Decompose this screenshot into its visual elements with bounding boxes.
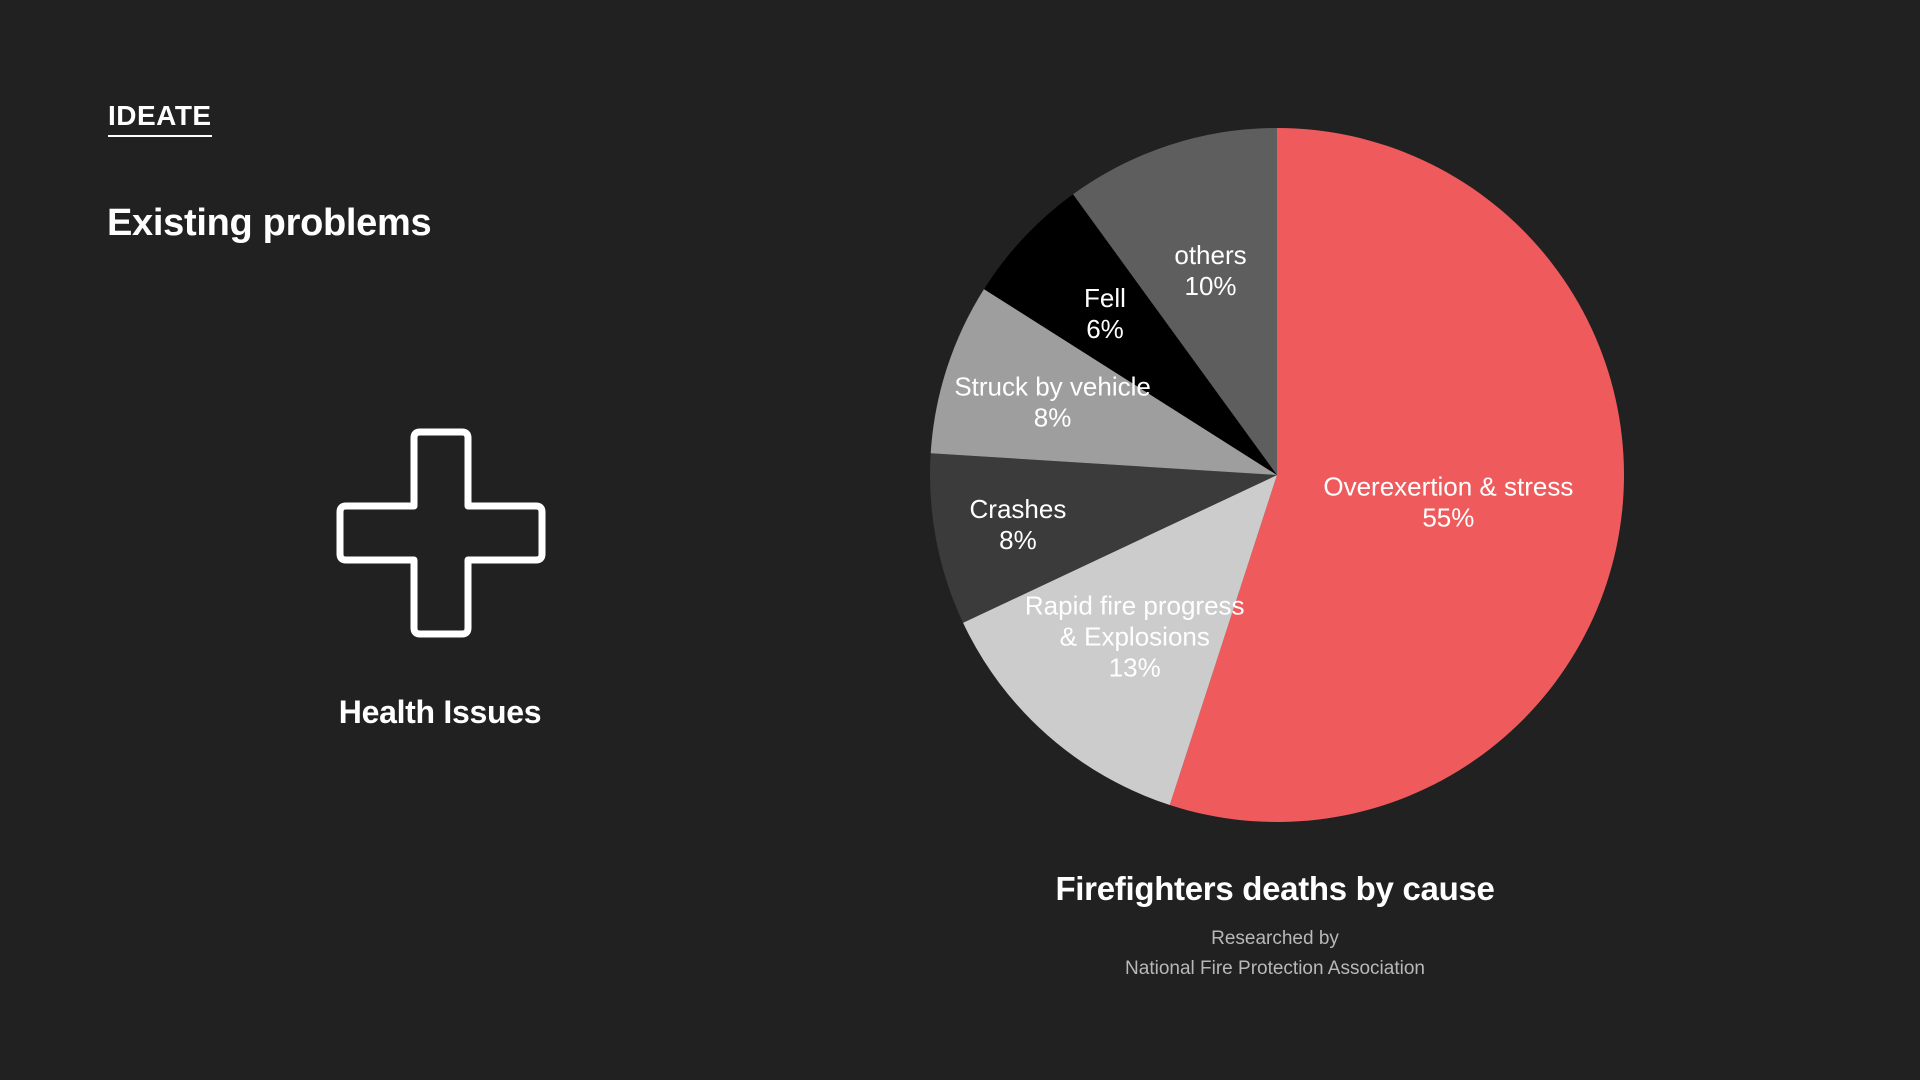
pie-slice-label-5: others 10% <box>1174 240 1246 301</box>
pie-slice-0 <box>1169 128 1624 822</box>
chart-source-line2: National Fire Protection Association <box>1125 958 1425 979</box>
pie-slice-label-0: Overexertion & stress 55% <box>1323 472 1573 533</box>
pie-slice-label-1: Rapid fire progress & Explosions 13% <box>1025 590 1245 682</box>
pie-slice-3 <box>930 289 1277 475</box>
chart-source: Researched by National Fire Protection A… <box>1000 924 1550 984</box>
pie-labels: Overexertion & stress 55% Rapid fire progr… <box>954 240 1573 682</box>
chart-title: Firefighters deaths by cause <box>1055 870 1495 907</box>
pie-slice-label-2: Crashes 8% <box>970 494 1067 555</box>
pie-slice-5 <box>1073 128 1277 475</box>
pie-slice-label-3: Struck by vehicle 8% <box>954 372 1151 433</box>
plus-cross-icon <box>336 428 546 638</box>
icon-caption: Health Issues <box>338 694 542 730</box>
pie-slice-label-4: Fell 6% <box>1084 283 1126 344</box>
pie-slice-4 <box>984 194 1277 475</box>
section-tag: IDEATE <box>108 100 212 138</box>
pie-slice-2 <box>930 453 1277 623</box>
chart-source-line1: Researched by <box>1211 928 1339 949</box>
pie-slice-1 <box>963 475 1277 806</box>
pie-slices <box>930 128 1624 822</box>
page-title: Existing problems <box>107 202 432 244</box>
